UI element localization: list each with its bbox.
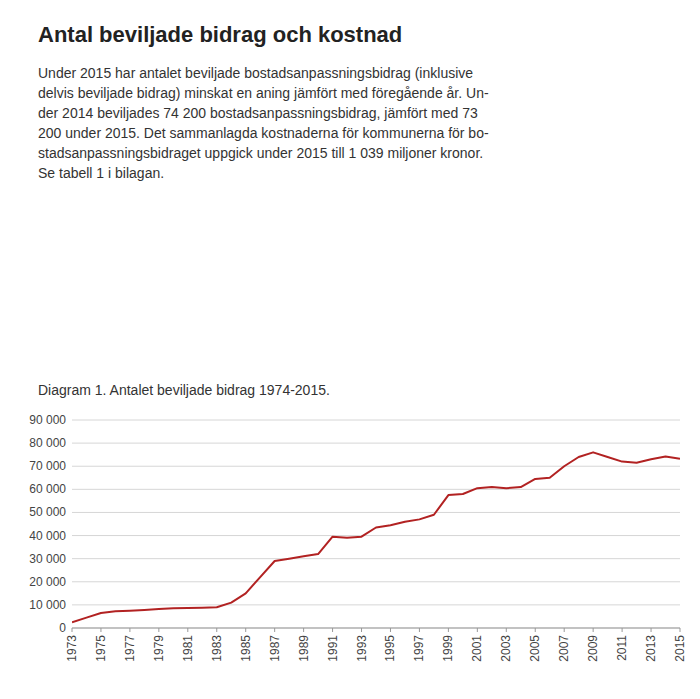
grid-line xyxy=(72,443,680,444)
x-tick-label: 1987 xyxy=(268,635,282,662)
y-tick-label: 90 000 xyxy=(29,413,66,427)
y-tick-label: 20 000 xyxy=(29,575,66,589)
x-tick-label: 1977 xyxy=(123,635,137,662)
grid-line xyxy=(72,420,680,421)
x-tick-label: 1997 xyxy=(412,635,426,662)
x-tick xyxy=(158,628,159,632)
x-tick xyxy=(651,628,652,632)
subtitle-line: stadsanpassningsbidraget uppgick under 2… xyxy=(38,145,483,161)
x-tick xyxy=(390,628,391,632)
y-tick-label: 30 000 xyxy=(29,552,66,566)
x-tick xyxy=(129,628,130,632)
x-tick-label: 1989 xyxy=(297,635,311,662)
x-tick-label: 1983 xyxy=(210,635,224,662)
grid-line xyxy=(72,581,680,582)
x-tick-label: 2011 xyxy=(615,635,629,661)
x-tick xyxy=(332,628,333,632)
x-tick-label: 1975 xyxy=(94,635,108,662)
x-tick xyxy=(419,628,420,632)
x-tick xyxy=(187,628,188,632)
y-grid xyxy=(72,420,680,628)
x-tick-label: 2013 xyxy=(644,635,658,662)
x-tick-label: 1991 xyxy=(326,635,340,662)
chart: Antal beviljade bidrag och kostnad Under … xyxy=(0,0,700,699)
x-tick xyxy=(593,628,594,632)
x-tick-label: 1979 xyxy=(152,635,166,662)
x-tick-label: 1985 xyxy=(239,635,253,662)
x-tick xyxy=(535,628,536,632)
grid-line xyxy=(72,604,680,605)
x-tick xyxy=(100,628,101,632)
y-tick-label: 40 000 xyxy=(29,529,66,543)
x-tick xyxy=(72,628,73,632)
x-tick xyxy=(477,628,478,632)
grid-line xyxy=(72,628,680,629)
data-layer xyxy=(72,452,680,622)
grid-line xyxy=(72,466,680,467)
title: Antal beviljade bidrag och kostnad xyxy=(38,22,402,47)
x-tick-label: 2005 xyxy=(528,635,542,662)
x-tick xyxy=(245,628,246,632)
grid-line xyxy=(72,535,680,536)
x-tick xyxy=(622,628,623,632)
x-tick-label: 1981 xyxy=(181,635,195,662)
y-tick-label: 60 000 xyxy=(29,482,66,496)
y-tick-label: 70 000 xyxy=(29,459,66,473)
subtitle-line: der 2014 beviljades 74 200 bostadsanpass… xyxy=(38,105,478,121)
x-tick xyxy=(361,628,362,632)
x-axis-line xyxy=(72,628,680,629)
y-tick-label: 10 000 xyxy=(29,598,66,612)
x-tick-label: 2001 xyxy=(470,635,484,662)
grid-line xyxy=(72,558,680,559)
subtitle-line: Under 2015 har antalet beviljade bostads… xyxy=(38,65,473,81)
data-line xyxy=(72,452,680,622)
x-tick-label: 1973 xyxy=(65,635,79,662)
x-tick-label: 1993 xyxy=(355,635,369,662)
x-tick xyxy=(564,628,565,632)
subtitle-line: delvis beviljade bidrag) minskat en anin… xyxy=(38,85,489,101)
x-tick xyxy=(216,628,217,632)
x-tick xyxy=(506,628,507,632)
x-tick-label: 2007 xyxy=(557,635,571,662)
grid-line xyxy=(72,489,680,490)
subtitle-line: Se tabell 1 i bilagan. xyxy=(38,165,164,181)
x-tick-label: 2003 xyxy=(499,635,513,662)
subtitle-line: 200 under 2015. Det sammanlagda kostnade… xyxy=(38,125,489,141)
y-tick-label: 0 xyxy=(59,621,66,635)
y-tick-label: 80 000 xyxy=(29,436,66,450)
x-tick-label: 2015 xyxy=(673,635,687,662)
y-tick-label: 50 000 xyxy=(29,505,66,519)
x-tick-label: 1999 xyxy=(441,635,455,662)
x-tick-label: 2009 xyxy=(586,635,600,662)
x-tick xyxy=(274,628,275,632)
x-tick-label: 1995 xyxy=(383,635,397,662)
diagram-label: Diagram 1. Antalet beviljade bidrag 1974… xyxy=(38,382,330,398)
subtitle: Under 2015 har antalet beviljade bostads… xyxy=(38,65,489,181)
x-tick xyxy=(680,628,681,632)
page: {"chart_data": { "type": "line", "title"… xyxy=(0,0,700,699)
x-tick xyxy=(448,628,449,632)
x-tick xyxy=(303,628,304,632)
grid-line xyxy=(72,512,680,513)
